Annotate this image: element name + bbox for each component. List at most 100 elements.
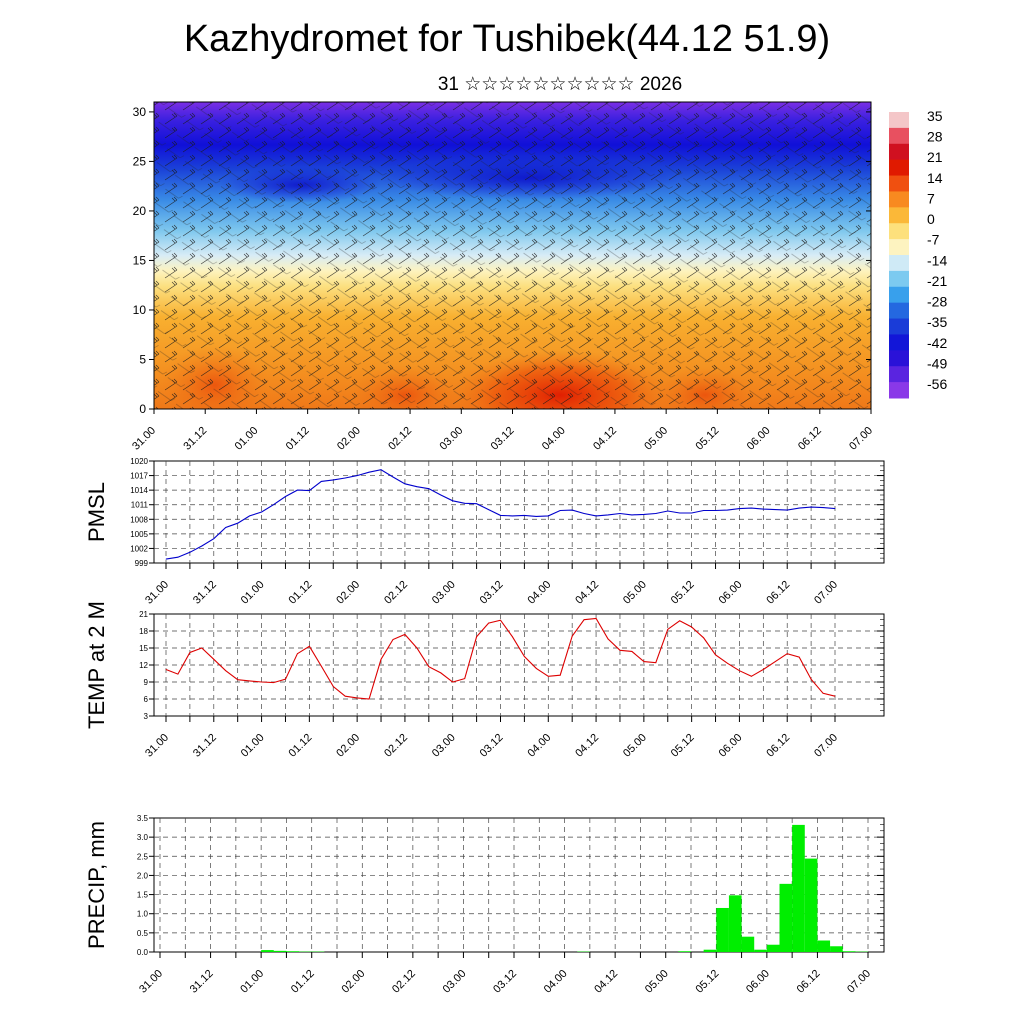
- colorbar-label: -7: [927, 232, 940, 248]
- y-tick-label: 1017: [130, 472, 148, 481]
- pmsl-point: [297, 489, 298, 491]
- x-tick-label: 03.12: [478, 579, 506, 607]
- pmsl-point: [798, 507, 800, 509]
- pmsl-point: [225, 527, 227, 528]
- pmsl-point: [571, 509, 573, 511]
- pmsl-point: [320, 481, 322, 482]
- x-tick-label: 06.00: [744, 968, 772, 996]
- colorbar-swatch: [889, 334, 909, 351]
- temp-point: [404, 634, 406, 635]
- temp-point: [189, 652, 191, 653]
- pmsl-point: [607, 514, 609, 516]
- x-tick-label: 31.00: [143, 579, 171, 607]
- y-tick-label: 18: [139, 627, 148, 636]
- x-tick-label: 01.00: [239, 732, 267, 760]
- colorbar-swatch: [889, 239, 909, 256]
- colorbar-swatch: [889, 270, 909, 288]
- pmsl-point: [177, 556, 179, 558]
- pmsl-point: [332, 479, 334, 481]
- temp-point: [822, 692, 824, 694]
- y-tick-label: 999: [135, 559, 149, 568]
- pmsl-point: [428, 488, 430, 490]
- pmsl-point: [452, 500, 454, 502]
- precip-bar: [830, 946, 843, 952]
- x-tick-label: 02.12: [382, 732, 410, 760]
- temp-point: [547, 675, 549, 677]
- pmsl-point: [285, 496, 286, 497]
- temp-point: [691, 626, 693, 628]
- pmsl-point: [237, 522, 239, 524]
- pmsl-point: [500, 515, 501, 516]
- colorbar-swatch: [889, 382, 909, 399]
- x-tick-label: 04.00: [542, 968, 570, 996]
- y-tick-label: 3: [144, 712, 149, 721]
- x-tick-label: 06.00: [717, 732, 745, 760]
- y-tick-label: 21: [139, 610, 148, 619]
- y-tick-label: 20: [133, 204, 147, 218]
- precip-bar: [817, 940, 831, 952]
- colorbar-label: -56: [927, 376, 947, 392]
- x-tick-label: 01.12: [287, 732, 315, 760]
- colorbar-label: -49: [927, 355, 947, 371]
- x-tick-label: 07.00: [847, 425, 875, 453]
- pmsl-point: [523, 515, 525, 516]
- temp-point: [165, 669, 167, 670]
- temp-point: [786, 653, 788, 655]
- temp-point: [476, 636, 478, 638]
- x-tick-label: 03.12: [489, 425, 517, 453]
- y-tick-label: 10: [133, 303, 147, 317]
- pmsl-point: [488, 509, 489, 510]
- temp-point: [643, 661, 645, 662]
- chart-title: Kazhydromet for Tushibek(44.12 51.9): [183, 18, 831, 60]
- temp-point: [715, 654, 716, 656]
- x-tick-label: 06.12: [764, 579, 792, 607]
- x-tick-label: 05.00: [642, 425, 670, 453]
- x-tick-label: 31.00: [143, 732, 171, 760]
- x-tick-label: 31.00: [130, 425, 158, 453]
- pmsl-point: [308, 490, 310, 492]
- grid: [154, 461, 884, 563]
- pmsl-point: [786, 509, 788, 511]
- temp-panel: 3 6 9 12 15 18 21 31.00 31.12 01.00 01.12 02.00 02.1…: [84, 601, 885, 760]
- temp-point: [679, 620, 681, 622]
- temp-point: [308, 645, 310, 647]
- y-tick-label: 3.0: [137, 833, 149, 842]
- y-tick-label: 1.5: [137, 891, 149, 900]
- colorbar-swatch: [889, 318, 909, 335]
- colorbar-swatch: [889, 207, 909, 224]
- x-tick-label: 03.12: [491, 968, 519, 996]
- colorbar-label: 0: [927, 211, 935, 227]
- precip-bar: [703, 949, 717, 952]
- y-tick-label: 1008: [130, 515, 148, 524]
- colorbar-label: 28: [927, 129, 943, 145]
- x-tick-label: 01.00: [233, 425, 261, 453]
- x-tick-label: 05.12: [669, 732, 697, 760]
- y-tick-label: 15: [133, 253, 147, 267]
- x-tick-label: 01.00: [239, 579, 267, 607]
- y-tick-label: 0.0: [137, 948, 149, 957]
- precip-bar: [792, 824, 805, 952]
- colorbar-swatch: [889, 112, 909, 129]
- temp-point: [344, 695, 346, 697]
- y-tick-label: 9: [144, 678, 149, 687]
- y-tick-label: 1014: [130, 486, 148, 495]
- pmsl-point: [679, 512, 681, 514]
- temp-point: [703, 637, 704, 639]
- y-tick-label: 5: [139, 352, 146, 366]
- y-axis-title: PMSL: [84, 482, 109, 542]
- y-tick-label: 6: [144, 695, 149, 704]
- y-tick-label: 1020: [130, 457, 148, 466]
- y-tick-label: 2.0: [137, 871, 149, 880]
- pmsl-point: [547, 515, 549, 517]
- temp-point: [297, 653, 298, 655]
- colorbar-swatch: [889, 350, 909, 367]
- precip-bar: [716, 907, 729, 952]
- temp-point: [213, 658, 215, 660]
- colorbar-swatch: [889, 175, 909, 192]
- pmsl-point: [261, 511, 262, 513]
- pmsl-point: [476, 503, 478, 505]
- x-tick-label: 01.12: [289, 968, 317, 996]
- pmsl-point: [750, 507, 752, 509]
- precip-bar: [754, 949, 767, 952]
